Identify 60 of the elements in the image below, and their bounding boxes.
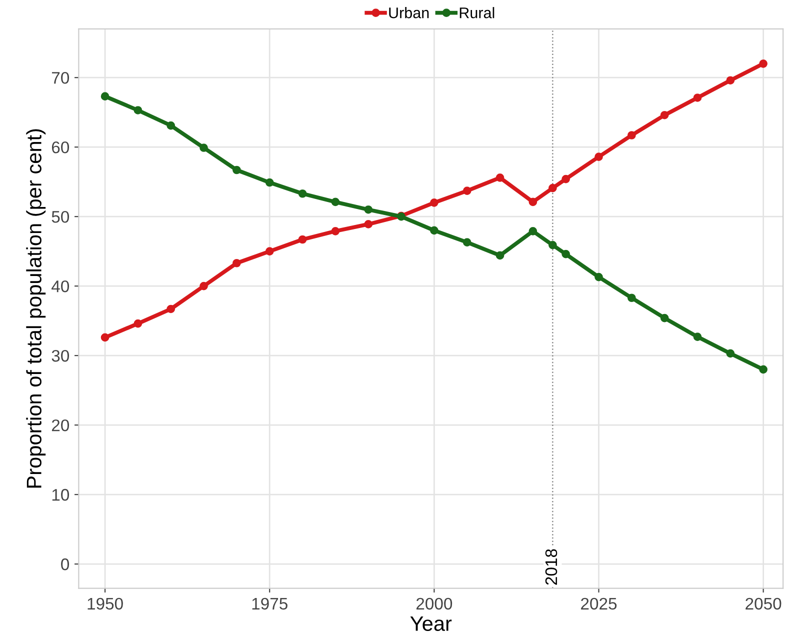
y-tick-label: 60 [52,141,70,154]
point [759,60,768,68]
point [726,76,735,85]
x-tick-label: 2025 [581,598,617,610]
point [627,294,636,302]
point [627,131,636,140]
x-tick-label: 2000 [416,598,452,610]
y-tick-label: 70 [52,72,70,84]
point [430,226,438,235]
point [462,186,472,196]
y-tick-label: 40 [52,280,70,292]
point [594,272,603,282]
ref-line-label: 2018 [545,549,558,585]
y-tick-label: 30 [52,350,70,362]
x-tick-label: 1950 [88,598,123,610]
y-tick-label: 10 [52,488,70,501]
point [100,92,110,101]
point [496,251,504,260]
point [562,174,570,184]
point [100,333,110,342]
point [528,198,538,206]
point [693,332,702,341]
point [548,240,557,250]
point [528,226,538,236]
point [331,226,340,236]
point [200,282,208,290]
point [726,349,735,358]
x-axis-title: Year [410,616,452,631]
point [462,238,472,246]
y-tick-label: 0 [61,558,70,570]
point [134,106,142,114]
point [364,220,373,228]
point [693,94,702,102]
y-tick-label: 20 [52,419,70,432]
point [200,144,208,152]
point [331,198,340,206]
point [298,189,307,198]
point [265,247,274,256]
point [660,314,669,322]
point [660,110,669,120]
y-axis-title: Proportion of total population (per cent) [26,129,46,488]
point [166,121,176,130]
point [232,258,241,268]
point [166,304,176,314]
y-tick-label: 50 [52,210,70,223]
x-tick-label: 2050 [746,598,782,610]
point [594,152,603,161]
point [548,184,557,192]
point [134,319,142,328]
legend-label: Urban [389,7,429,18]
point [496,173,504,182]
point [430,198,438,207]
x-tick-label: 1975 [252,598,288,610]
legend-label: Rural [460,7,494,18]
point [759,365,768,374]
point [364,205,373,214]
point [232,166,241,174]
point [562,250,570,258]
point [265,178,274,187]
point [298,235,307,244]
